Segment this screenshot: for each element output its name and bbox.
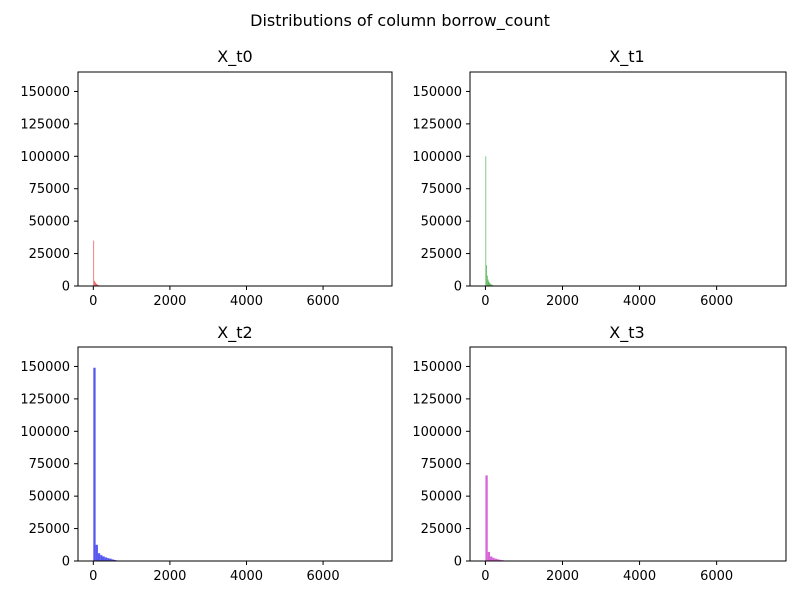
x-tick-label: 0 bbox=[89, 569, 97, 584]
histogram-bar bbox=[95, 544, 98, 561]
x-tick-label: 6000 bbox=[307, 294, 340, 309]
x-tick-label: 4000 bbox=[623, 569, 656, 584]
y-tick-label: 25000 bbox=[421, 247, 462, 262]
histogram-bar bbox=[107, 558, 110, 561]
histogram-bar bbox=[490, 284, 492, 286]
y-tick-label: 25000 bbox=[29, 247, 70, 262]
histogram-bar bbox=[94, 282, 96, 286]
x-tick-label: 4000 bbox=[230, 294, 263, 309]
x-tick-label: 2000 bbox=[546, 294, 579, 309]
histogram-bar bbox=[488, 281, 490, 286]
x-tick-label: 6000 bbox=[700, 569, 733, 584]
histogram-bar bbox=[93, 240, 95, 286]
y-tick-label: 75000 bbox=[29, 182, 70, 197]
subplot-1: X_t1 0 2000 4000 6000 0 25000 50000 75000 100000… bbox=[412, 47, 787, 309]
histogram-bar bbox=[94, 280, 95, 286]
subplot-2: X_t2 0 2000 4000 6000 0 25000 50000 75000 100000… bbox=[20, 323, 393, 584]
histogram-bar bbox=[104, 557, 108, 561]
histogram-bar bbox=[496, 559, 500, 561]
figure-suptitle: Distributions of column borrow_count bbox=[250, 11, 550, 31]
histogram-bar bbox=[490, 283, 491, 286]
y-tick-label: 100000 bbox=[20, 150, 70, 165]
y-tick-label: 50000 bbox=[421, 490, 462, 505]
x-tick-label: 2000 bbox=[546, 569, 579, 584]
y-tick-label: 25000 bbox=[421, 522, 462, 537]
axes-frame bbox=[469, 71, 787, 287]
y-tick-label: 75000 bbox=[29, 457, 70, 472]
y-tick-label: 150000 bbox=[20, 360, 70, 375]
y-tick-label: 0 bbox=[454, 555, 462, 570]
y-tick-label: 150000 bbox=[20, 85, 70, 100]
histogram-bar bbox=[486, 265, 487, 286]
histogram-bar bbox=[485, 156, 487, 286]
subplot-title: X_t0 bbox=[217, 47, 252, 67]
histogram-bar bbox=[492, 557, 495, 561]
y-tick-label: 150000 bbox=[412, 360, 462, 375]
histogram-bar bbox=[490, 556, 493, 561]
histogram-bar bbox=[111, 559, 114, 561]
y-tick-label: 100000 bbox=[412, 150, 462, 165]
subplot-title: X_t2 bbox=[217, 323, 252, 343]
y-tick-label: 0 bbox=[454, 280, 462, 295]
y-tick-label: 50000 bbox=[421, 215, 462, 230]
histogram-bar bbox=[95, 283, 97, 286]
subplot-0: X_t0 0 2000 4000 6000 0 25000 50000 75000 100000… bbox=[20, 47, 393, 309]
y-tick-label: 75000 bbox=[421, 182, 462, 197]
subplot-title: X_t3 bbox=[609, 323, 644, 343]
histogram-bar bbox=[102, 556, 105, 561]
y-tick-label: 150000 bbox=[412, 85, 462, 100]
y-tick-label: 125000 bbox=[412, 392, 462, 407]
x-tick-label: 0 bbox=[89, 294, 97, 309]
histogram-bar bbox=[491, 284, 493, 286]
y-tick-label: 100000 bbox=[412, 425, 462, 440]
histogram-bar bbox=[487, 551, 491, 561]
histogram-bar bbox=[113, 559, 117, 561]
subplot-3: X_t3 0 2000 4000 6000 0 25000 50000 75000 100000… bbox=[412, 323, 787, 584]
histogram-bar bbox=[93, 367, 96, 561]
histogram-bar bbox=[489, 282, 491, 286]
x-tick-label: 0 bbox=[481, 569, 489, 584]
axes-frame bbox=[77, 71, 393, 287]
y-tick-label: 125000 bbox=[20, 117, 70, 132]
y-tick-label: 0 bbox=[62, 555, 70, 570]
x-tick-label: 2000 bbox=[153, 294, 186, 309]
histogram-bar bbox=[96, 284, 98, 286]
subplot-title: X_t1 bbox=[609, 47, 644, 67]
axes-frame bbox=[77, 346, 393, 562]
y-tick-label: 25000 bbox=[29, 522, 70, 537]
y-tick-label: 50000 bbox=[29, 490, 70, 505]
x-tick-label: 4000 bbox=[623, 294, 656, 309]
histogram-bar bbox=[97, 284, 98, 286]
histogram-bar bbox=[100, 555, 103, 561]
histogram-bar bbox=[485, 475, 488, 561]
histogram-bar bbox=[487, 279, 489, 286]
x-tick-label: 2000 bbox=[153, 569, 186, 584]
x-tick-label: 4000 bbox=[230, 569, 263, 584]
y-tick-label: 0 bbox=[62, 280, 70, 295]
y-tick-label: 75000 bbox=[421, 457, 462, 472]
y-tick-label: 125000 bbox=[20, 392, 70, 407]
histogram-bar bbox=[97, 553, 101, 561]
x-tick-label: 6000 bbox=[700, 294, 733, 309]
y-tick-label: 125000 bbox=[412, 117, 462, 132]
x-tick-label: 0 bbox=[481, 294, 489, 309]
histogram-bar bbox=[494, 558, 497, 561]
axes-frame bbox=[469, 346, 787, 562]
histogram-bar bbox=[499, 559, 502, 561]
histogram-bar bbox=[109, 558, 112, 561]
y-tick-label: 50000 bbox=[29, 215, 70, 230]
y-tick-label: 100000 bbox=[20, 425, 70, 440]
x-tick-label: 6000 bbox=[307, 569, 340, 584]
histogram-bar bbox=[486, 275, 488, 286]
